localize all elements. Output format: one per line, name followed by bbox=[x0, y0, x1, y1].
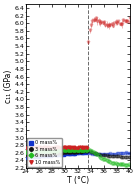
Legend: 0 mass%, 3 mass%, 6 mass%, 10 mass%: 0 mass%, 3 mass%, 6 mass%, 10 mass% bbox=[27, 138, 62, 167]
X-axis label: T (°C): T (°C) bbox=[67, 176, 89, 185]
Y-axis label: c₁₁ (GPa): c₁₁ (GPa) bbox=[4, 69, 13, 103]
